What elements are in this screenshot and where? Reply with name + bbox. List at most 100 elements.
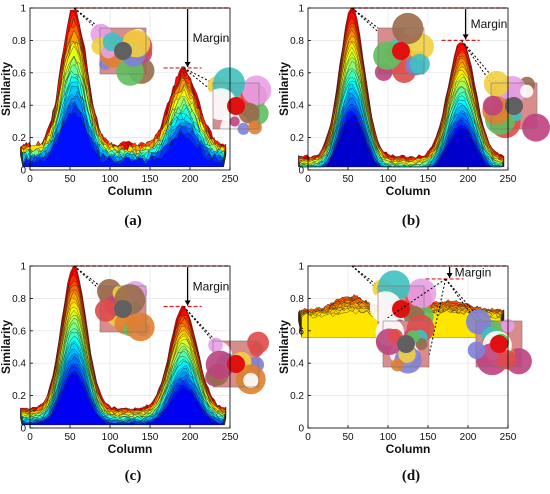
inset-target <box>227 355 245 373</box>
inset-blob <box>409 53 430 75</box>
x-tick-label: 250 <box>500 432 517 443</box>
y-tick-label: 0.6 <box>12 68 26 79</box>
y-tick-label: 1 <box>298 262 304 273</box>
margin-arrowhead <box>446 272 453 278</box>
x-tick-label: 0 <box>27 174 33 185</box>
inset-blob <box>208 337 223 353</box>
x-tick-label: 150 <box>142 174 159 185</box>
y-tick-label: 0.2 <box>290 391 304 402</box>
inset-blob <box>243 372 259 388</box>
y-tick-label: 1 <box>20 262 26 273</box>
inset-right <box>461 40 550 142</box>
inset-blob <box>392 12 424 45</box>
y-tick-label: 0.2 <box>290 133 304 144</box>
x-tick-label: 50 <box>64 432 76 443</box>
inset-blob <box>465 309 492 335</box>
similarity-surface <box>298 7 505 168</box>
x-tick-label: 100 <box>380 174 397 185</box>
inset-blob <box>467 341 486 360</box>
inset-frame <box>377 27 425 75</box>
margin-arrowhead <box>462 34 469 40</box>
inset-target <box>397 335 415 353</box>
x-tick-label: 0 <box>305 432 311 443</box>
y-tick-label: 0 <box>20 424 26 435</box>
x-tick-label: 50 <box>342 432 354 443</box>
subplot-c: Margin 0 50 100 150 200 250 0 0.2 0.4 0.6 0.8 1 Colum… <box>0 262 270 484</box>
surface-slice <box>23 373 224 426</box>
inset-blob <box>521 113 550 142</box>
y-tick-label: 0.8 <box>12 36 26 47</box>
margin-label: Margin <box>193 31 230 45</box>
inset-right <box>183 306 270 395</box>
y-axis-label: Similarity <box>277 62 291 116</box>
x-axis-label: Column <box>108 442 153 456</box>
y-tick-label: 0 <box>298 424 304 435</box>
margin-label: Margin <box>193 279 230 293</box>
x-tick-label: 200 <box>460 174 477 185</box>
inset-blob <box>520 84 534 98</box>
inset-frame <box>382 320 430 368</box>
inset-blob <box>229 116 240 127</box>
margin-annotation: Margin <box>74 265 230 308</box>
x-tick-label: 200 <box>182 432 199 443</box>
x-tick-label: 150 <box>142 432 159 443</box>
axes-frame <box>29 265 231 429</box>
subfigure-caption: (d) <box>402 468 420 484</box>
x-tick-label: 250 <box>500 174 517 185</box>
x-tick-label: 0 <box>305 174 311 185</box>
x-tick-label: 200 <box>460 432 477 443</box>
axes-frame <box>307 265 509 429</box>
x-tick-label: 200 <box>182 174 199 185</box>
x-tick-label: 50 <box>64 174 76 185</box>
x-tick-label: 150 <box>420 174 437 185</box>
inset-frame <box>212 82 260 130</box>
y-tick-label: 1 <box>20 4 26 15</box>
y-axis-label: Similarity <box>0 320 13 374</box>
inset-target <box>392 42 410 60</box>
inset-blob <box>390 358 404 372</box>
y-tick-label: 0.4 <box>12 359 26 370</box>
inset-frame <box>212 340 260 388</box>
x-tick-label: 100 <box>102 432 119 443</box>
inset-leader <box>445 278 477 322</box>
x-tick-label: 150 <box>420 432 437 443</box>
x-tick-label: 0 <box>27 432 33 443</box>
inset-leader <box>183 306 214 342</box>
inset-blob <box>126 312 155 342</box>
surface-slice <box>23 112 224 168</box>
y-tick-label: 0.8 <box>290 36 304 47</box>
inset-blob <box>241 75 272 105</box>
similarity-surface <box>20 265 227 426</box>
inset-right <box>375 278 447 374</box>
y-axis-label: Similarity <box>0 62 13 116</box>
inset-leader <box>426 278 447 366</box>
inset-left <box>351 7 435 84</box>
inset-target <box>114 42 132 60</box>
margin-annotation: Margin <box>352 265 508 280</box>
inset-leader <box>382 278 446 322</box>
inset-right <box>183 67 272 144</box>
inset-target <box>490 335 508 353</box>
x-tick-label: 100 <box>102 174 119 185</box>
margin-arrowhead <box>184 61 191 67</box>
inset-target <box>114 300 132 318</box>
axes-frame <box>307 7 509 171</box>
inset-left <box>73 7 155 86</box>
y-tick-label: 0.4 <box>290 101 304 112</box>
x-tick-label: 250 <box>222 174 239 185</box>
y-axis-label: Similarity <box>277 320 291 374</box>
y-tick-label: 0.2 <box>12 391 26 402</box>
inset-blob <box>248 120 262 135</box>
inset-target <box>227 97 245 115</box>
inset-blob <box>415 338 428 351</box>
margin-arrowhead <box>184 300 191 306</box>
similarity-surface <box>20 8 227 168</box>
y-tick-label: 0 <box>298 166 304 177</box>
y-tick-label: 0.8 <box>12 294 26 305</box>
inset-leader <box>461 40 492 84</box>
y-tick-label: 0.6 <box>290 68 304 79</box>
subfigure-caption: (b) <box>402 213 420 229</box>
inset-frame <box>99 285 147 333</box>
inset-right-2 <box>445 278 532 376</box>
